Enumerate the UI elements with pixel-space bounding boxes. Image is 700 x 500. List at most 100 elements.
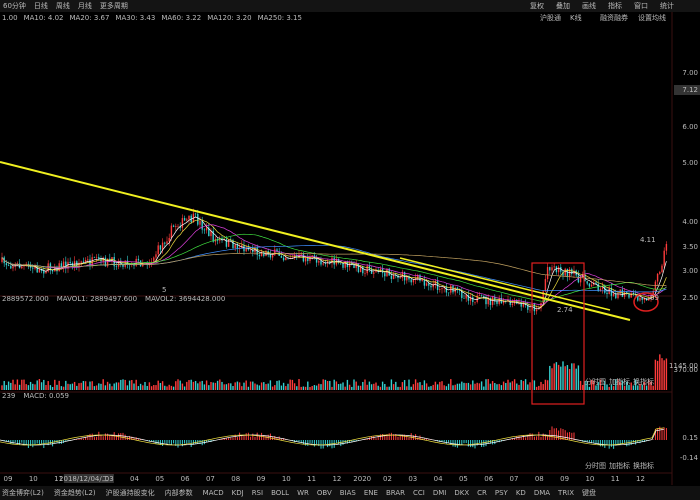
- volume-bar: [291, 379, 294, 390]
- indicator-tab[interactable]: MACD: [203, 489, 224, 497]
- macd-bar: [129, 435, 131, 440]
- macd-bar: [67, 440, 69, 441]
- candle-body: [309, 256, 311, 262]
- indicator-tab[interactable]: TRIX: [557, 489, 574, 497]
- period-button[interactable]: 月线: [78, 1, 92, 10]
- volume-bar: [65, 380, 67, 390]
- candle-body: [392, 275, 395, 279]
- tool-button[interactable]: 窗口: [634, 1, 648, 10]
- period-button[interactable]: 更多周期: [100, 1, 128, 10]
- indicator-tab[interactable]: KD: [516, 489, 526, 497]
- candle-body: [133, 264, 135, 266]
- indicator-tab[interactable]: RSI: [252, 489, 263, 497]
- volume-bar: [161, 381, 164, 390]
- panel-button[interactable]: 分时图: [585, 461, 606, 470]
- macd-bar: [131, 436, 133, 440]
- indicator-tab[interactable]: DMA: [534, 489, 550, 497]
- tool-button[interactable]: 统计: [660, 1, 674, 10]
- ma-value: MA30: 3.43: [115, 14, 155, 22]
- macd-bar: [300, 440, 302, 444]
- macd-bar: [415, 434, 417, 440]
- volume-bar: [544, 379, 547, 390]
- indicator-tab[interactable]: BOLL: [271, 489, 289, 497]
- volume-bar: [296, 386, 298, 390]
- candle-body: [91, 257, 93, 266]
- candle-body: [463, 298, 465, 299]
- volume-bar: [313, 385, 316, 390]
- candle-body: [577, 275, 580, 283]
- macd-bar: [133, 437, 135, 440]
- volume-bar: [650, 381, 652, 390]
- volume-bar: [421, 385, 423, 390]
- indicator-tab[interactable]: 资金博弈(L2): [2, 488, 44, 497]
- indicator-tab[interactable]: 键盘: [582, 488, 596, 497]
- panel-button[interactable]: 加指标: [609, 377, 630, 386]
- indicator-tab[interactable]: CR: [477, 489, 487, 497]
- panel-button[interactable]: 加指标: [609, 461, 630, 470]
- indicator-tab[interactable]: BIAS: [340, 489, 357, 497]
- candle-body: [355, 263, 357, 269]
- tool-button[interactable]: 指标: [608, 1, 622, 10]
- indicator-tab[interactable]: CCI: [413, 489, 425, 497]
- macd-bar: [340, 440, 342, 447]
- volume-bar: [113, 383, 115, 390]
- volume-bar: [212, 382, 214, 390]
- chart-link[interactable]: 设置均线: [638, 13, 666, 22]
- volume-bar: [333, 379, 335, 390]
- candle-body: [236, 244, 239, 249]
- tool-button[interactable]: 画线: [582, 1, 596, 10]
- macd-bar: [27, 440, 29, 448]
- chart-link[interactable]: 沪股通: [540, 13, 561, 22]
- macd-bar: [225, 437, 227, 440]
- volume-bar: [417, 382, 419, 390]
- ma-value: MA60: 3.22: [161, 14, 201, 22]
- indicator-tab[interactable]: DKX: [454, 489, 469, 497]
- volume-bar: [406, 386, 408, 390]
- indicator-tab[interactable]: DMI: [433, 489, 447, 497]
- volume-bar: [144, 381, 146, 390]
- candle-body: [78, 262, 80, 267]
- indicator-tab[interactable]: 内部参数: [165, 488, 193, 497]
- macd-bar: [540, 436, 542, 440]
- volume-bar: [450, 379, 452, 390]
- macd-bar: [254, 436, 256, 440]
- candle-body: [489, 297, 492, 305]
- macd-bar: [470, 440, 472, 448]
- indicator-tab[interactable]: 沪股通持股变化: [106, 488, 155, 497]
- candle-body: [643, 298, 646, 300]
- volume-bar: [489, 383, 492, 390]
- volume-bar: [483, 386, 485, 390]
- indicator-tab[interactable]: WR: [297, 489, 309, 497]
- volume-bar: [10, 382, 12, 390]
- macd-bar: [153, 440, 155, 442]
- candle-body: [465, 295, 467, 299]
- indicator-tab[interactable]: KDJ: [232, 489, 244, 497]
- date-label: 2020: [353, 475, 371, 483]
- date-label: 04: [434, 475, 443, 483]
- macd-bar: [100, 434, 102, 440]
- indicator-tab[interactable]: 资金趋势(L2): [54, 488, 96, 497]
- panel-button[interactable]: 换指标: [633, 377, 654, 386]
- indicator-tab[interactable]: OBV: [317, 489, 332, 497]
- indicator-tab[interactable]: PSY: [495, 489, 509, 497]
- tool-button[interactable]: 复权: [530, 1, 544, 10]
- macd-bar: [107, 433, 109, 440]
- tool-button[interactable]: 叠加: [556, 1, 570, 10]
- chart-link[interactable]: 融资融券: [600, 13, 628, 22]
- macd-bar: [258, 435, 260, 440]
- macd-bar: [245, 433, 247, 440]
- period-button[interactable]: 日线: [34, 1, 48, 10]
- macd-bar: [41, 440, 43, 444]
- period-button[interactable]: 60分钟: [3, 1, 26, 10]
- volume-bar: [472, 380, 474, 390]
- candle-body: [166, 241, 168, 244]
- chart-link[interactable]: K线: [570, 13, 582, 22]
- indicator-tab[interactable]: BRAR: [386, 489, 405, 497]
- volume-bar: [271, 386, 274, 390]
- candle-body: [197, 213, 199, 225]
- period-button[interactable]: 周线: [56, 1, 70, 10]
- panel-button[interactable]: 换指标: [633, 461, 654, 470]
- panel-button[interactable]: 分时图: [585, 377, 606, 386]
- indicator-tab[interactable]: ENE: [364, 489, 378, 497]
- candle-body: [219, 238, 221, 241]
